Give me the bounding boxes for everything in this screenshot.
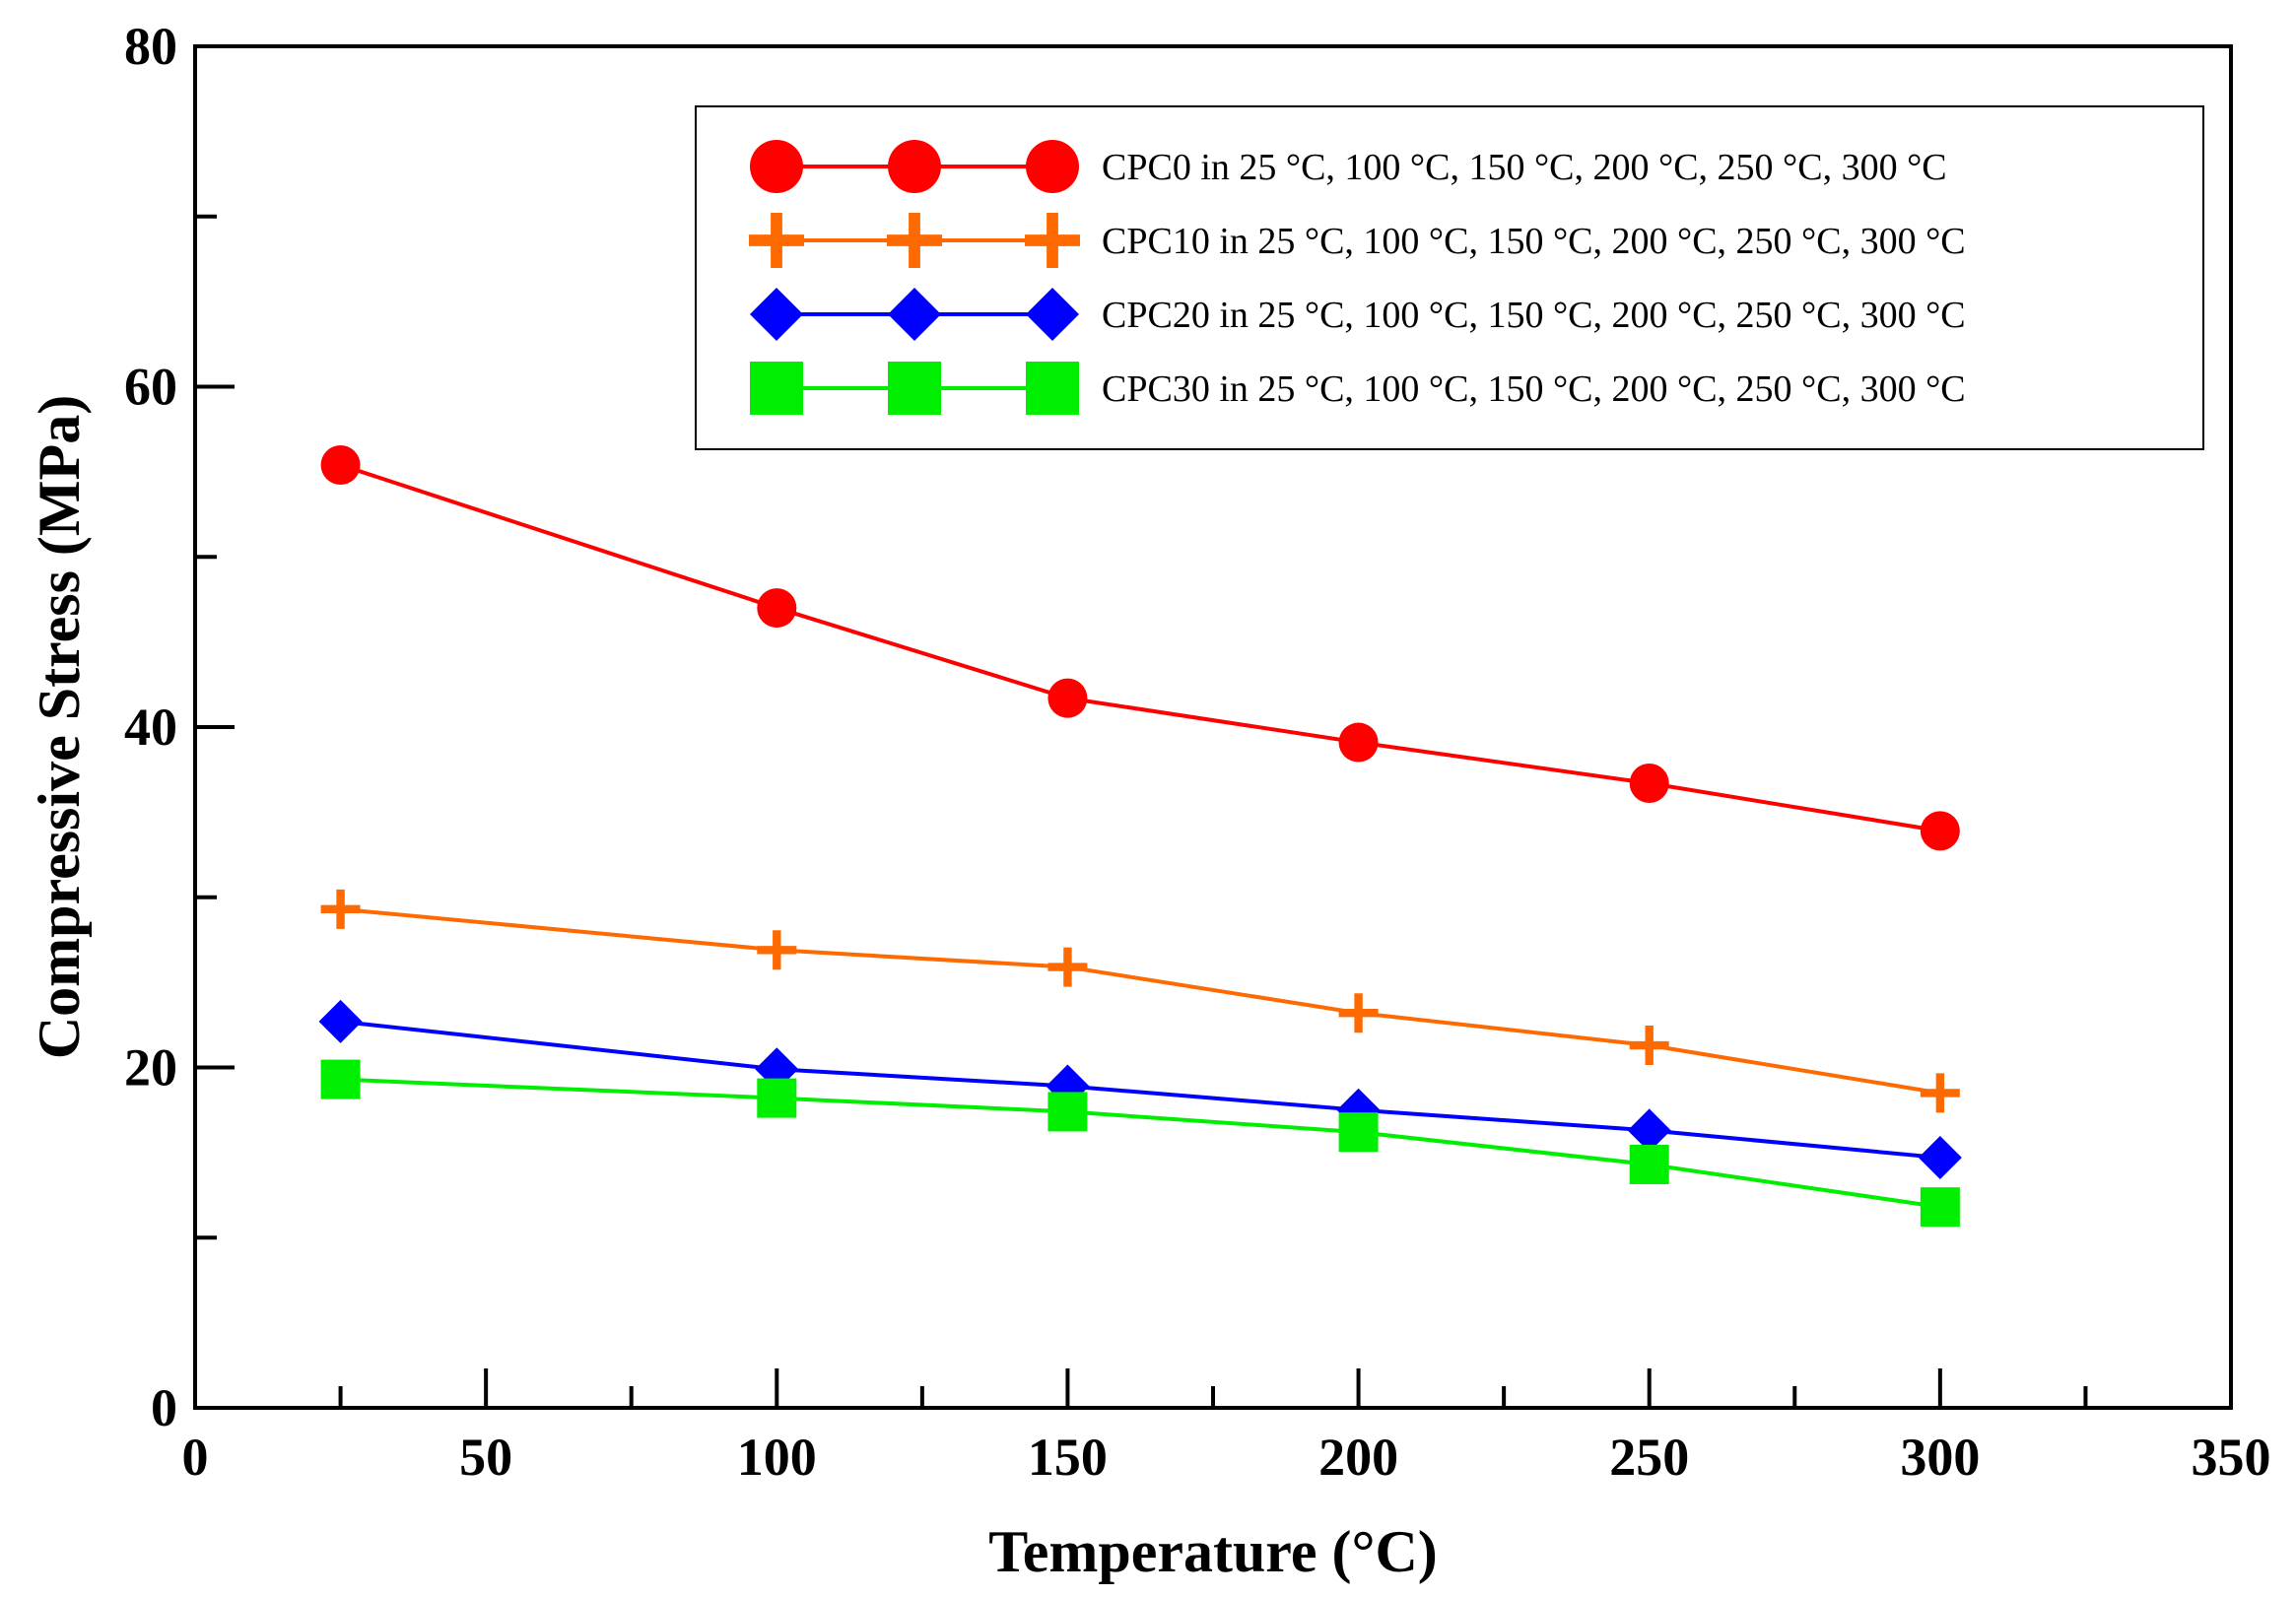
x-tick-label: 250 xyxy=(1609,1428,1689,1487)
legend-marker xyxy=(1026,362,1079,415)
axes: 0 50 100 150 200 250 300 350 0 20 40 60 80 xyxy=(124,17,2271,1487)
y-tick-label: 60 xyxy=(124,358,177,417)
data-point-cpc10 xyxy=(1629,1026,1669,1066)
legend-label: CPC10 in 25 °C, 100 °C, 150 °C, 200 °C, … xyxy=(1102,221,1966,262)
data-point-cpc30 xyxy=(1920,1187,1960,1228)
legend-label: CPC0 in 25 °C, 100 °C, 150 °C, 200 °C, 2… xyxy=(1102,147,1947,188)
data-point-cpc10 xyxy=(320,889,361,929)
x-tick-label: 350 xyxy=(2192,1428,2271,1487)
legend-entries: CPC0 in 25 °C, 100 °C, 150 °C, 200 °C, 2… xyxy=(749,140,1966,415)
data-point-cpc10 xyxy=(1338,993,1379,1033)
data-point-cpc20 xyxy=(318,999,363,1043)
series-line-cpc20 xyxy=(340,1019,1941,1161)
legend-marker xyxy=(887,213,942,268)
legend-marker xyxy=(750,140,803,193)
data-point-cpc30 xyxy=(1047,1092,1088,1132)
data-point-cpc0 xyxy=(757,588,797,629)
data-point-cpc30 xyxy=(1338,1112,1379,1153)
series-cpc30 xyxy=(320,1059,1960,1228)
series-line-cpc30 xyxy=(340,1077,1941,1210)
legend-marker xyxy=(750,362,803,415)
legend-marker xyxy=(1026,288,1079,341)
data-point-cpc30 xyxy=(757,1078,797,1118)
legend-marker xyxy=(888,288,941,341)
y-axis-ticks: 0 20 40 60 80 xyxy=(124,17,235,1437)
series-cpc0 xyxy=(320,444,1960,851)
x-axis-ticks: 0 50 100 150 200 250 300 350 xyxy=(182,1368,2271,1487)
legend-entry-cpc0: CPC0 in 25 °C, 100 °C, 150 °C, 200 °C, 2… xyxy=(750,140,1947,193)
series-layer xyxy=(318,444,1962,1228)
x-tick-label: 0 xyxy=(182,1428,209,1487)
x-tick-label: 50 xyxy=(459,1428,512,1487)
legend-label: CPC30 in 25 °C, 100 °C, 150 °C, 200 °C, … xyxy=(1102,368,1966,410)
series-line-cpc0 xyxy=(339,463,1941,833)
series-line-cpc10 xyxy=(340,906,1941,1096)
x-axis-title: Temperature (°C) xyxy=(988,1519,1438,1584)
legend: CPC0 in 25 °C, 100 °C, 150 °C, 200 °C, 2… xyxy=(695,105,2204,450)
legend-marker xyxy=(1025,213,1080,268)
legend-marker xyxy=(749,213,804,268)
x-tick-label: 100 xyxy=(737,1428,817,1487)
x-tick-label: 200 xyxy=(1318,1428,1398,1487)
data-point-cpc0 xyxy=(1629,764,1669,804)
legend-entry-cpc10: CPC10 in 25 °C, 100 °C, 150 °C, 200 °C, … xyxy=(749,213,1966,268)
data-point-cpc0 xyxy=(1047,678,1088,718)
data-point-cpc10 xyxy=(757,930,797,970)
y-tick-label: 80 xyxy=(124,17,177,76)
data-point-cpc10 xyxy=(1920,1073,1960,1113)
legend-marker xyxy=(750,288,803,341)
data-point-cpc30 xyxy=(320,1059,361,1099)
legend-label: CPC20 in 25 °C, 100 °C, 150 °C, 200 °C, … xyxy=(1102,295,1966,336)
legend-entry-cpc30: CPC30 in 25 °C, 100 °C, 150 °C, 200 °C, … xyxy=(750,362,1966,415)
legend-marker xyxy=(888,140,941,193)
data-point-cpc0 xyxy=(1338,722,1379,763)
legend-box xyxy=(695,105,2204,450)
data-point-cpc20 xyxy=(1918,1136,1962,1180)
y-tick-label: 0 xyxy=(151,1378,177,1437)
data-point-cpc20 xyxy=(1627,1108,1671,1153)
y-tick-label: 20 xyxy=(124,1038,177,1098)
legend-marker xyxy=(1026,140,1079,193)
x-tick-label: 300 xyxy=(1900,1428,1980,1487)
data-point-cpc10 xyxy=(1047,947,1088,987)
data-point-cpc30 xyxy=(1629,1144,1669,1184)
legend-entry-cpc20: CPC20 in 25 °C, 100 °C, 150 °C, 200 °C, … xyxy=(750,288,1966,341)
y-tick-label: 40 xyxy=(124,698,177,757)
y-axis-title: Compressive Stress (MPa) xyxy=(27,395,92,1059)
series-cpc10 xyxy=(320,889,1960,1113)
data-point-cpc0 xyxy=(1920,811,1960,851)
legend-marker xyxy=(888,362,941,415)
data-point-cpc0 xyxy=(320,444,361,485)
x-tick-label: 150 xyxy=(1028,1428,1108,1487)
